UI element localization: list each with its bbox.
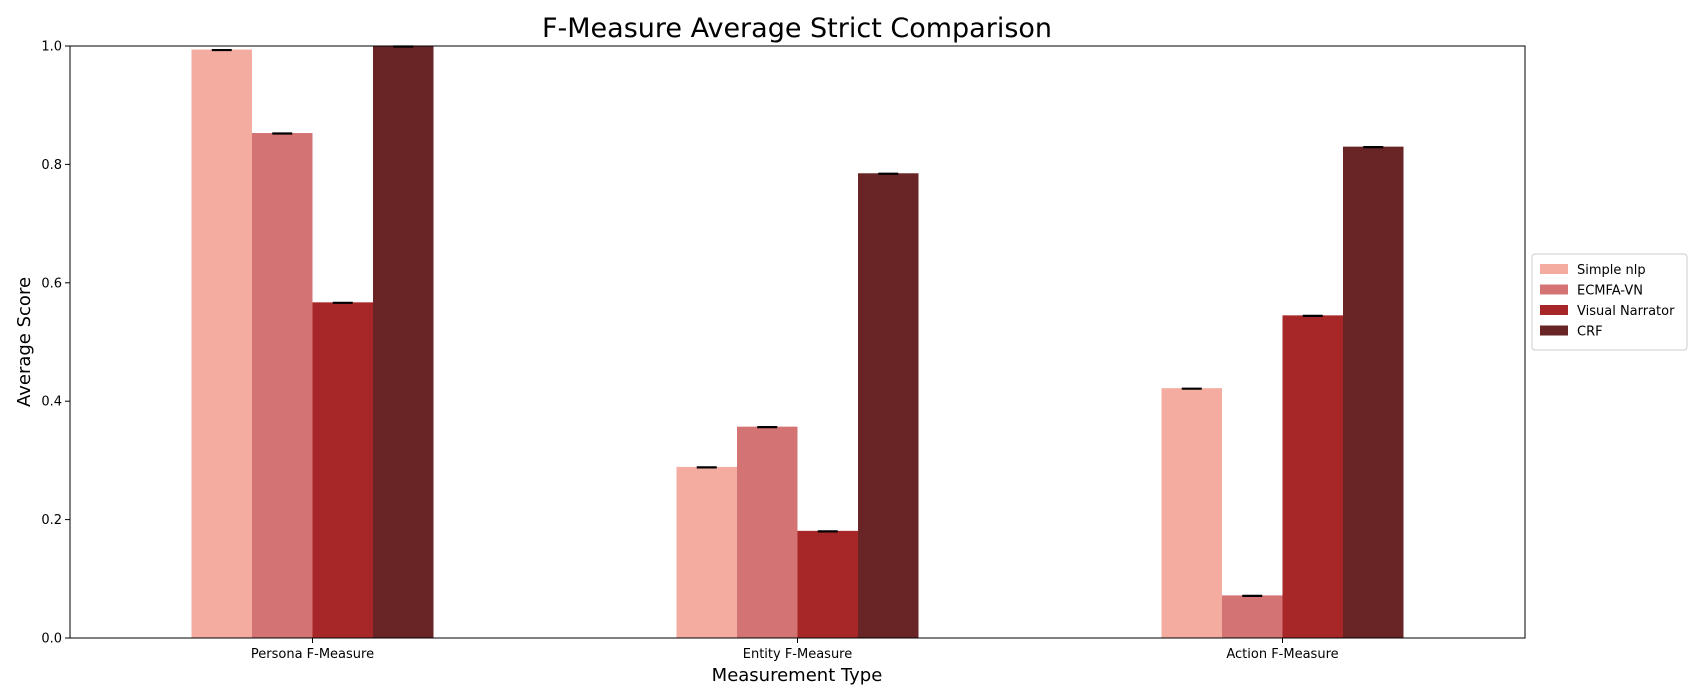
x-tick-label: Persona F-Measure <box>251 647 374 662</box>
bar-simple-nlp-action-f-measure <box>1161 388 1222 638</box>
bar-visual-narrator-persona-f-measure <box>312 302 373 638</box>
bar-ecmfa-vn-entity-f-measure <box>737 426 798 638</box>
y-tick-label: 0.4 <box>41 395 62 410</box>
legend-label-visual-narrator: Visual Narrator <box>1577 304 1675 319</box>
legend-label-ecmfa-vn: ECMFA-VN <box>1577 284 1643 299</box>
legend-swatch-crf <box>1540 325 1568 336</box>
legend-swatch-visual-narrator <box>1540 305 1568 315</box>
bar-visual-narrator-entity-f-measure <box>797 530 858 638</box>
x-axis-label: Measurement Type <box>712 665 883 686</box>
y-tick-label: 0.8 <box>41 158 62 173</box>
legend-label-crf: CRF <box>1577 325 1603 340</box>
bar-crf-action-f-measure <box>1343 146 1404 638</box>
bar-crf-persona-f-measure <box>373 46 434 638</box>
bar-ecmfa-vn-persona-f-measure <box>252 133 313 639</box>
chart-title: F-Measure Average Strict Comparison <box>542 13 1052 44</box>
y-tick-label: 0.6 <box>41 276 62 291</box>
y-tick-label: 0.2 <box>41 513 62 528</box>
legend-swatch-ecmfa-vn <box>1540 284 1568 295</box>
legend: Simple nlp ECMFA-VN Visual Narrator CRF <box>1531 253 1688 351</box>
plot-area: 0.0 0.2 0.4 0.6 0.8 1.0 Persona F-Measure Entit… <box>41 40 1526 662</box>
bar-simple-nlp-entity-f-measure <box>676 466 737 638</box>
bar-crf-entity-f-measure <box>858 173 919 638</box>
bar-simple-nlp-persona-f-measure <box>191 49 252 638</box>
legend-label-simple-nlp: Simple nlp <box>1577 263 1646 278</box>
bar-ecmfa-vn-action-f-measure <box>1222 595 1283 638</box>
y-axis-label: Average Score <box>14 277 35 407</box>
legend-frame <box>1531 253 1688 351</box>
x-tick-label: Action F-Measure <box>1226 647 1338 662</box>
bar-visual-narrator-action-f-measure <box>1282 315 1343 638</box>
x-tick-label: Entity F-Measure <box>743 647 853 662</box>
legend-swatch-simple-nlp <box>1540 264 1568 274</box>
y-tick-label: 1.0 <box>41 40 62 55</box>
y-tick-label: 0.0 <box>41 632 62 647</box>
